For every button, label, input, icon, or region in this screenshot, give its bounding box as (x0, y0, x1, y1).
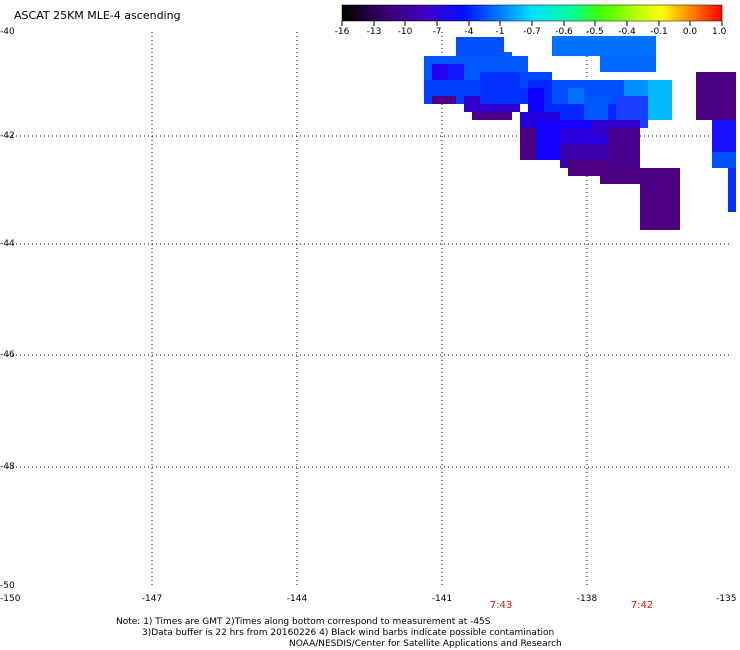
colorbar-label: -10 (397, 27, 413, 37)
pass-time: 7:42 (630, 600, 654, 611)
colorbar-label: 1.0 (712, 27, 727, 37)
colorbar-label: -16 (334, 27, 350, 37)
lon-label: -141 (431, 594, 453, 604)
colorbar (341, 4, 723, 22)
note-line-3: NOAA/NESDIS/Center for Satellite Applica… (289, 639, 562, 649)
lat-label: -48 (0, 462, 15, 472)
colorbar-label: -1 (495, 27, 505, 37)
colorbar-label: -13 (366, 27, 382, 37)
lat-label: -42 (0, 131, 15, 141)
colorbar-ticks (341, 21, 723, 26)
colorbar-label: -7 (432, 27, 442, 37)
colorbar-label: -0.6 (555, 27, 573, 37)
note-line-2: 3)Data buffer is 22 hrs from 20160226 4)… (142, 628, 555, 638)
colorbar-label: -0.1 (650, 27, 668, 37)
colorbar-label: 0.0 (682, 27, 698, 37)
lat-label: -40 (0, 27, 15, 37)
colorbar-label: -0.5 (586, 27, 604, 37)
colorbar-label: -4 (464, 27, 474, 37)
colorbar-label: -0.7 (523, 27, 541, 37)
map-title: ASCAT 25KM MLE-4 ascending (14, 9, 181, 22)
lon-label: -147 (141, 594, 163, 604)
lat-label: -50 (0, 581, 15, 591)
data-swath (424, 36, 736, 230)
lon-label: -135 (716, 594, 737, 604)
colorbar-label: -0.4 (618, 27, 636, 37)
lat-label: -44 (0, 239, 15, 249)
lon-label: -138 (576, 594, 598, 604)
lon-label: -150 (0, 594, 21, 604)
pass-time: 7:43 (489, 600, 513, 611)
note-line-1: Note: 1) Times are GMT 2)Times along bot… (116, 617, 491, 627)
lon-label: -144 (286, 594, 308, 604)
lat-label: -46 (0, 350, 15, 360)
